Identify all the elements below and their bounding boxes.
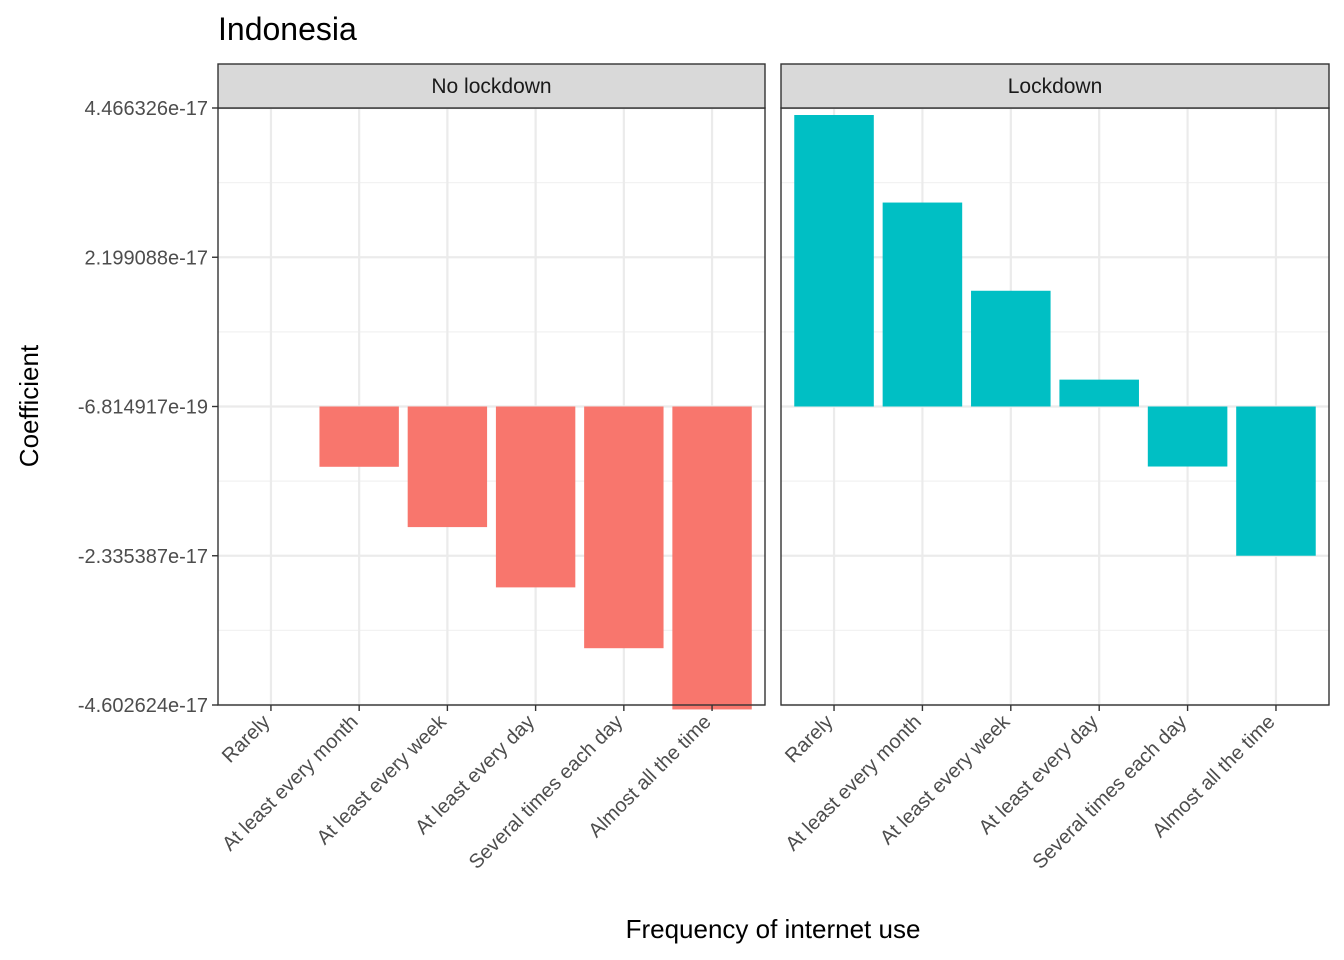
x-tick-label: Rarely: [218, 711, 274, 767]
x-tick-label: Rarely: [781, 711, 837, 767]
bar: [1059, 379, 1139, 407]
bar: [971, 290, 1051, 407]
chart-title: Indonesia: [218, 11, 357, 47]
facet-strip: [217, 63, 766, 109]
bar: [794, 114, 874, 407]
x-axis-title: Frequency of internet use: [626, 914, 921, 944]
y-axis-title: Coefficient: [14, 344, 44, 467]
bar: [319, 406, 399, 467]
bar: [1236, 406, 1316, 556]
bar: [495, 406, 576, 588]
facet-strip: [780, 63, 1330, 109]
bar: [1147, 406, 1228, 467]
bar: [407, 406, 488, 528]
x-tick-label: Several times each day: [1029, 711, 1192, 874]
bar: [672, 406, 752, 710]
bar: [584, 406, 664, 649]
y-tick-label: -2.335387e-17: [78, 546, 208, 568]
y-tick-label: -4.602624e-17: [78, 695, 208, 717]
facet-strip-label: Lockdown: [1008, 75, 1103, 98]
facet-strip-label: No lockdown: [431, 75, 551, 98]
y-tick-label: -6.814917e-19: [78, 397, 208, 419]
bar: [882, 202, 963, 407]
y-tick-label: 4.466326e-17: [85, 98, 208, 120]
y-tick-label: 2.199088e-17: [85, 247, 208, 269]
x-tick-label: Several times each day: [465, 711, 628, 874]
